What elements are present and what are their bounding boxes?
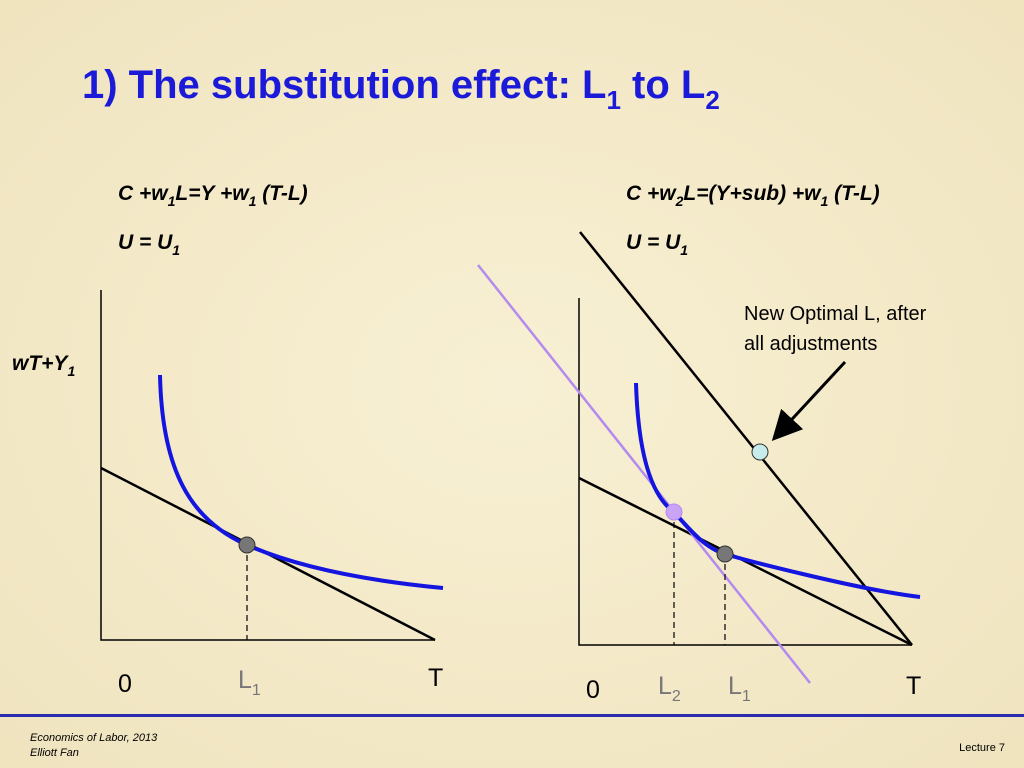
right-diagram (477, 231, 921, 684)
text-part: L (728, 672, 742, 700)
subscript: 1 (821, 193, 829, 209)
text-part: L=Y +w (175, 182, 250, 205)
budget-equation: C +w2L=(Y+sub) +w1 (T-L) (626, 182, 880, 209)
new-optimum-point (751, 443, 769, 461)
subscript: 1 (252, 682, 261, 699)
subscript: 1 (168, 193, 176, 209)
subscript: 1 (67, 363, 75, 379)
text-part: U = U (626, 231, 681, 254)
subscript: 1 (249, 193, 257, 209)
left-diagram (100, 290, 444, 642)
utility-equation: U = U1 (626, 231, 688, 258)
slide-title: 1) The substitution effect: L1 to L2 (82, 63, 720, 115)
budget-equation: C +w1L=Y +w1 (T-L) (118, 182, 308, 209)
subscript: 2 (675, 193, 684, 209)
origin-label: 0 (118, 670, 132, 698)
footer-author: Elliott Fan (30, 747, 79, 759)
text-part: 1) The substitution effect: L (82, 63, 606, 107)
l1-label: L1 (238, 666, 261, 699)
l1-label: L1 (728, 672, 751, 705)
text-part: L (238, 666, 252, 694)
subscript: 1 (606, 85, 620, 115)
subscript: 1 (172, 242, 180, 258)
axes (100, 290, 435, 641)
subscript: 1 (742, 688, 751, 705)
optimum-point (238, 536, 256, 554)
axes (578, 298, 912, 646)
t-label: T (428, 664, 443, 692)
indifference-curve (634, 382, 921, 599)
text-part: U = U (118, 231, 173, 254)
footer-course: Economics of Labor, 2013 (30, 732, 158, 744)
annotation-line: New Optimal L, after (744, 303, 927, 325)
substitution-point (665, 503, 683, 521)
y-axis-label: wT+Y1 (12, 352, 75, 379)
text-part: (T-L) (256, 182, 307, 205)
new-budget-line (579, 231, 913, 646)
text-part: C +w (626, 182, 677, 205)
text-part: C +w (118, 182, 169, 205)
subscript: 2 (672, 688, 681, 705)
subscript: 2 (705, 85, 719, 115)
original-point (716, 545, 734, 563)
annotation-line: all adjustments (744, 333, 877, 355)
text-part: (T-L) (828, 182, 879, 205)
compensated-budget-line (477, 264, 811, 684)
footer-rule (0, 714, 1024, 717)
l2-label: L2 (658, 672, 681, 705)
text-part: L (658, 672, 672, 700)
t-label: T (906, 672, 921, 700)
subscript: 1 (680, 242, 688, 258)
footer-lecture: Lecture 7 (959, 742, 1005, 754)
utility-equation: U = U1 (118, 231, 180, 258)
text-part: L=(Y+sub) +w (683, 182, 822, 205)
annotation-arrow (771, 360, 847, 442)
text-part: to L (621, 63, 705, 107)
text-part: wT+Y (12, 352, 69, 375)
origin-label: 0 (586, 676, 600, 704)
